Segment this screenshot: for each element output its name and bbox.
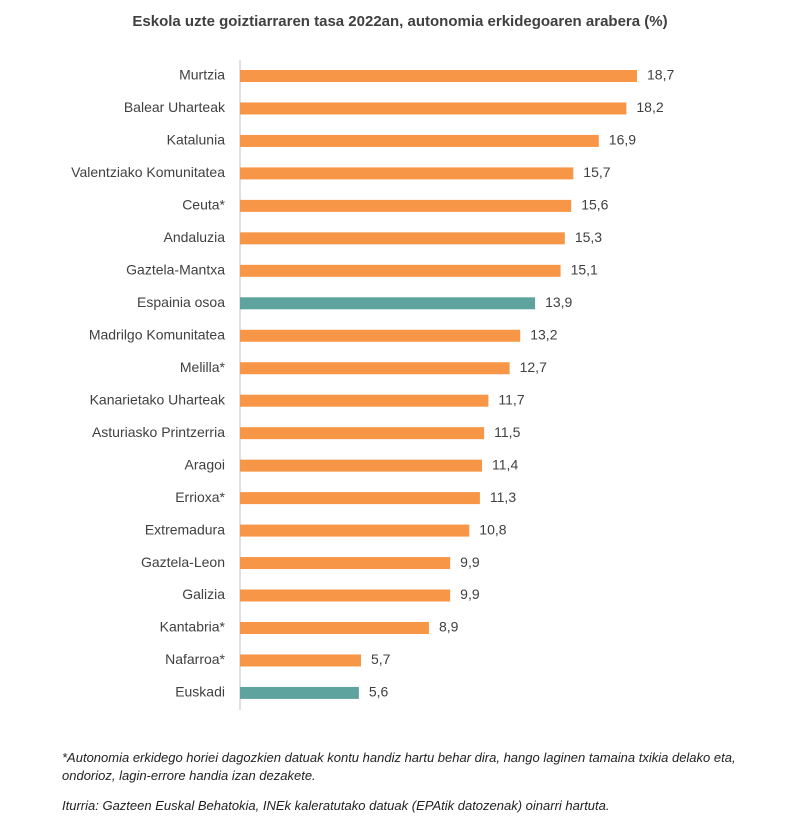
bar [240,199,572,212]
value-label: 11,4 [492,456,518,472]
y-tick-label: Errioxa* [175,489,225,505]
value-label: 15,7 [583,164,610,180]
y-tick-label: Aragoi [185,456,225,472]
y-tick-label: Gaztela-Leon [141,554,225,570]
bar [240,589,451,602]
y-tick-label: Ceuta* [182,197,225,213]
bar [240,492,480,505]
bar [240,362,510,375]
y-tick-label: Asturiasko Printzerria [92,424,225,440]
y-tick-label: Katalunia [167,132,226,148]
value-label: 13,9 [545,294,572,310]
value-label: 16,9 [609,132,636,148]
value-label: 5,7 [371,651,391,667]
y-tick-label: Euskadi [175,684,225,700]
y-tick-label: Madrilgo Komunitatea [89,326,225,342]
value-label: 15,1 [571,262,598,278]
value-label: 18,7 [647,67,674,83]
y-tick-label: Balear Uharteak [124,99,226,115]
source: Iturria: Gazteen Euskal Behatokia, INEk … [62,798,610,813]
value-label: 5,6 [369,684,389,700]
value-label: 11,7 [498,391,524,407]
y-tick-label: Nafarroa* [165,651,225,667]
footnote: *Autonomia erkidego horiei dagozkien dat… [62,750,736,783]
chart: Eskola uzte goiztiarraren tasa 2022an, a… [71,13,674,710]
bar [240,297,536,310]
value-label: 8,9 [439,619,459,635]
y-tick-label: Kanarietako Uharteak [90,391,226,407]
bar [240,264,561,277]
bar [240,621,429,634]
bar [240,232,565,245]
y-tick-label: Melilla* [180,359,226,375]
bar [240,134,599,147]
value-label: 15,3 [575,229,602,245]
bar [240,459,483,472]
bar [240,70,638,82]
bar [240,102,627,115]
value-label: 11,5 [494,424,520,440]
value-label: 18,2 [636,99,663,115]
bar [240,654,362,667]
bar [240,427,485,440]
bar [240,686,359,699]
value-label: 12,7 [520,359,547,375]
value-label: 15,6 [581,197,608,213]
y-tick-label: Valentziako Komunitatea [71,164,225,180]
y-tick-label: Galizia [182,586,225,602]
value-label: 13,2 [530,326,557,342]
y-tick-label: Murtzia [179,67,225,83]
bar [240,524,470,537]
y-tick-label: Extremadura [145,521,225,537]
y-tick-label: Kantabria* [160,619,226,635]
bar [240,329,521,342]
y-tick-label: Andaluzia [164,229,226,245]
y-tick-label: Espainia osoa [137,294,225,310]
bar [240,167,574,180]
value-label: 10,8 [479,521,506,537]
bar [240,394,489,407]
value-label: 9,9 [460,554,480,570]
value-label: 9,9 [460,586,480,602]
value-label: 11,3 [490,489,516,505]
y-tick-label: Gaztela-Mantxa [126,262,225,278]
chart-title: Eskola uzte goiztiarraren tasa 2022an, a… [132,13,667,30]
bar [240,557,451,570]
